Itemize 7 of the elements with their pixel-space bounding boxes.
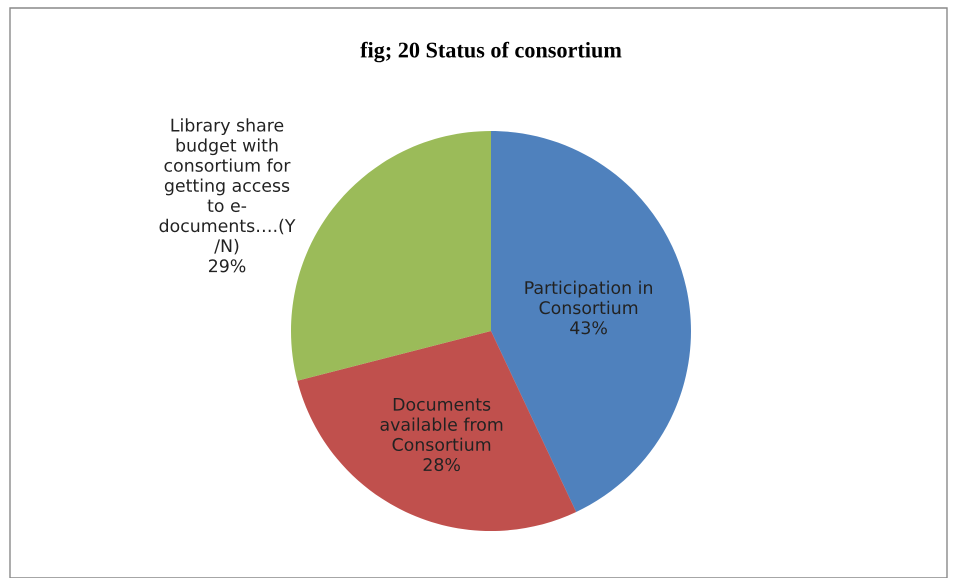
slice-label: Documents available from Consortium (380, 398, 502, 452)
slice-label: Participation in Consortium (525, 280, 652, 314)
data-label: 28% (424, 458, 460, 472)
data-label: 29% (208, 259, 246, 272)
slice-label: Library share budget with consortium for getting access to e- documents….(Y /N) (160, 118, 296, 254)
data-label: 43% (570, 321, 607, 334)
chart-title: fig; 20 Status of consortium (360, 42, 622, 62)
